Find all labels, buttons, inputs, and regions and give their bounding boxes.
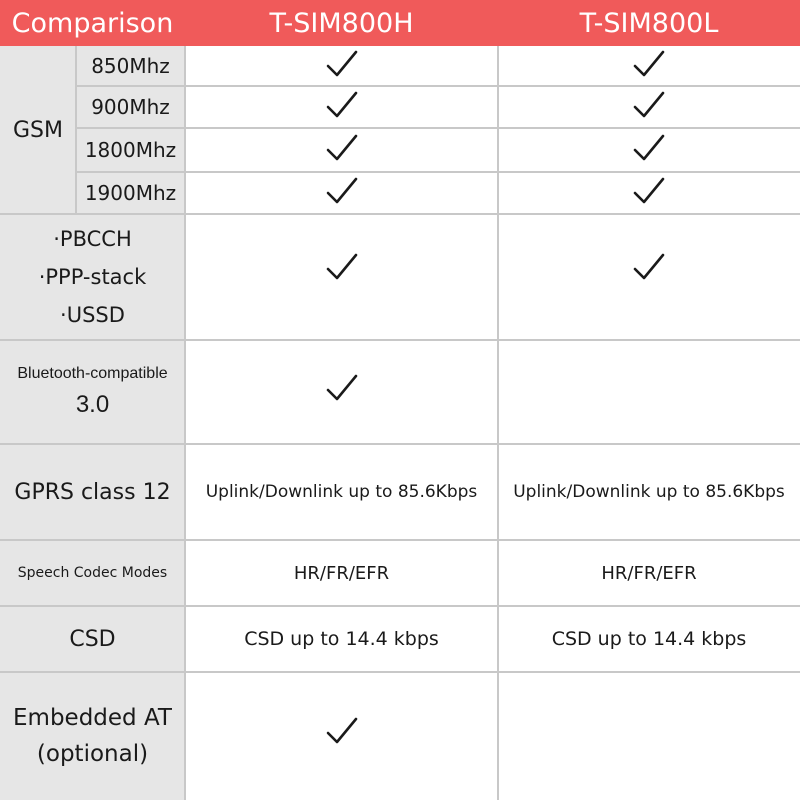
bluetooth-line2: 3.0 — [75, 391, 110, 418]
embedded-line1: Embedded AT — [13, 705, 172, 731]
check-icon — [325, 716, 359, 750]
check-900-col1 — [185, 86, 498, 128]
divider — [184, 46, 186, 800]
speech-label-text: Speech Codec Modes — [17, 565, 168, 581]
feature-pbcch: ·PBCCH — [53, 227, 132, 251]
header-t-sim800h: T-SIM800H — [185, 0, 498, 46]
check-icon — [325, 133, 359, 167]
check-icon — [325, 176, 359, 210]
gprs-label: GPRS class 12 — [0, 444, 185, 540]
check-icon — [325, 49, 359, 83]
check-icon — [632, 133, 666, 167]
embedded-label: Embedded AT (optional) — [0, 672, 185, 800]
feature-ppp-stack: ·PPP-stack — [38, 265, 147, 289]
check-icon — [632, 252, 666, 286]
check-icon — [632, 90, 666, 124]
divider — [0, 671, 800, 673]
csd-col1: CSD up to 14.4 kbps — [244, 628, 439, 650]
gsm-label: GSM — [0, 46, 76, 214]
feature-ussd: ·USSD — [60, 303, 125, 327]
divider — [0, 605, 800, 607]
check-icon — [632, 176, 666, 210]
gprs-col1: Uplink/Downlink up to 85.6Kbps — [205, 482, 478, 502]
band-1800: 1800Mhz — [76, 128, 185, 172]
divider — [76, 171, 800, 173]
header-t-sim800l: T-SIM800L — [498, 0, 800, 46]
divider — [76, 85, 800, 87]
check-1900-col2 — [498, 172, 800, 214]
check-1900-col1 — [185, 172, 498, 214]
check-1800-col2 — [498, 128, 800, 172]
divider — [76, 127, 800, 129]
check-icon — [325, 90, 359, 124]
gprs-label-text: GPRS class 12 — [14, 479, 171, 505]
csd-label-text: CSD — [69, 626, 116, 652]
check-features-col2 — [498, 214, 800, 324]
divider — [0, 339, 800, 341]
divider — [0, 539, 800, 541]
header-comparison: Comparison — [0, 0, 185, 46]
speech-col1: HR/FR/EFR — [293, 562, 390, 584]
band-label: 850Mhz — [91, 54, 170, 78]
band-850: 850Mhz — [76, 46, 185, 86]
check-icon — [325, 252, 359, 286]
features-label: ·PBCCH ·PPP-stack ·USSD — [0, 214, 185, 340]
check-900-col2 — [498, 86, 800, 128]
divider — [497, 46, 499, 800]
gprs-col2: Uplink/Downlink up to 85.6Kbps — [513, 482, 785, 502]
check-features-col1 — [185, 214, 498, 324]
check-850-col2 — [498, 46, 800, 86]
check-icon — [325, 373, 359, 407]
band-label: 1900Mhz — [84, 181, 177, 205]
check-bluetooth-col1 — [185, 340, 498, 440]
band-1900: 1900Mhz — [76, 172, 185, 214]
check-850-col1 — [185, 46, 498, 86]
csd-label: CSD — [0, 606, 185, 672]
divider — [0, 443, 800, 445]
divider — [0, 213, 800, 215]
csd-col2: CSD up to 14.4 kbps — [551, 628, 747, 650]
check-1800-col1 — [185, 128, 498, 172]
divider — [75, 46, 77, 214]
check-embedded-col1 — [185, 672, 498, 794]
bluetooth-label: Bluetooth-compatible 3.0 — [0, 340, 185, 444]
check-icon — [632, 49, 666, 83]
gsm-label-text: GSM — [13, 117, 63, 143]
band-900: 900Mhz — [76, 86, 185, 128]
band-label: 1800Mhz — [84, 138, 177, 162]
speech-label: Speech Codec Modes — [0, 540, 185, 606]
speech-col2: HR/FR/EFR — [601, 562, 697, 584]
embedded-line2: (optional) — [36, 741, 149, 767]
band-label: 900Mhz — [91, 95, 170, 119]
bluetooth-line1: Bluetooth-compatible — [17, 365, 168, 382]
